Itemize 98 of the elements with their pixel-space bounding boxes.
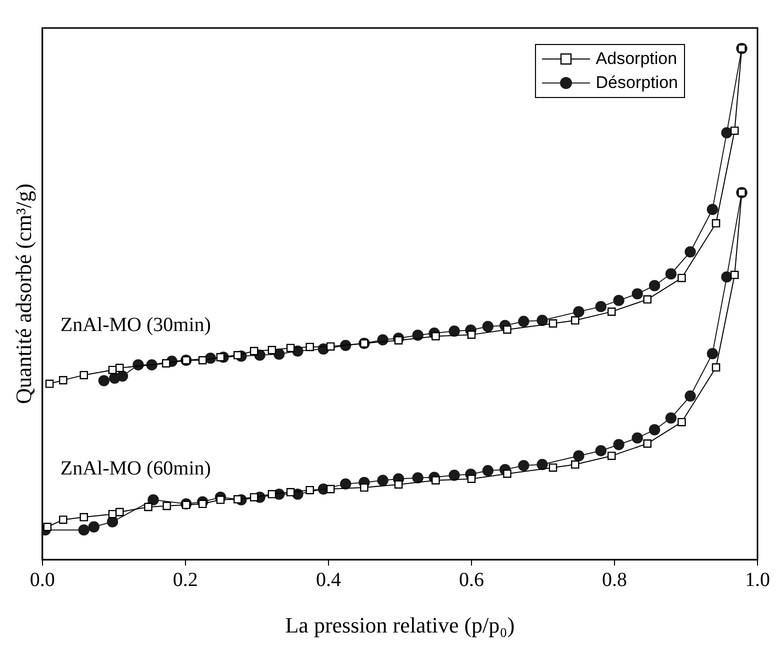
point bbox=[536, 314, 548, 326]
point bbox=[536, 458, 548, 470]
point bbox=[607, 308, 616, 316]
point bbox=[432, 332, 440, 340]
point bbox=[59, 516, 68, 524]
point bbox=[412, 330, 424, 341]
point bbox=[665, 268, 677, 280]
point bbox=[632, 288, 643, 300]
point bbox=[326, 342, 335, 351]
point bbox=[340, 478, 352, 490]
point bbox=[448, 470, 460, 481]
point bbox=[482, 320, 494, 332]
point bbox=[182, 500, 190, 510]
point bbox=[503, 325, 512, 334]
point bbox=[43, 522, 52, 532]
point bbox=[233, 351, 242, 360]
x-tick-label: 0.6 bbox=[458, 568, 484, 591]
point bbox=[216, 353, 225, 362]
x-tick-label: 0.0 bbox=[30, 568, 55, 591]
point bbox=[665, 412, 677, 424]
point bbox=[467, 474, 476, 483]
point bbox=[286, 344, 295, 352]
point bbox=[595, 445, 606, 456]
point bbox=[571, 316, 580, 325]
point bbox=[573, 450, 584, 462]
point bbox=[730, 270, 739, 280]
point bbox=[148, 494, 159, 506]
point bbox=[233, 495, 242, 504]
point bbox=[360, 483, 368, 492]
point bbox=[59, 376, 68, 384]
point bbox=[684, 246, 696, 258]
point bbox=[115, 364, 124, 372]
legend-label: Adsorption bbox=[596, 49, 678, 69]
point bbox=[377, 474, 388, 486]
point bbox=[80, 513, 88, 522]
point bbox=[684, 390, 696, 402]
point bbox=[198, 356, 207, 364]
point bbox=[518, 460, 530, 472]
point bbox=[250, 346, 258, 356]
point bbox=[78, 524, 90, 536]
point bbox=[115, 508, 124, 516]
x-axis-title: La pression relative (p/p₀) bbox=[285, 612, 515, 638]
x-tick-label: 0.8 bbox=[602, 568, 627, 591]
point bbox=[80, 370, 88, 380]
point bbox=[518, 316, 530, 327]
point bbox=[648, 424, 660, 436]
point bbox=[712, 363, 720, 372]
point bbox=[595, 300, 606, 312]
x-tick-label: 0.2 bbox=[172, 568, 198, 591]
point bbox=[162, 502, 171, 510]
point bbox=[613, 294, 624, 306]
point bbox=[286, 488, 295, 496]
x-tick-label: 0.4 bbox=[316, 568, 341, 591]
point bbox=[712, 219, 720, 228]
point bbox=[467, 330, 476, 339]
x-tick-label: 1.0 bbox=[745, 568, 770, 591]
point bbox=[721, 127, 732, 138]
point bbox=[412, 472, 424, 484]
point bbox=[432, 476, 440, 485]
point bbox=[571, 460, 580, 469]
point bbox=[648, 280, 660, 292]
point bbox=[706, 348, 718, 360]
point bbox=[394, 480, 403, 489]
point bbox=[306, 486, 314, 494]
point bbox=[448, 326, 460, 337]
annotation: ZnAl-MO (30min) bbox=[60, 314, 211, 336]
point bbox=[503, 470, 512, 478]
point bbox=[607, 452, 616, 460]
point bbox=[613, 438, 624, 450]
point bbox=[548, 463, 558, 472]
legend-label: Désorption bbox=[596, 73, 678, 93]
point bbox=[198, 500, 207, 508]
point bbox=[88, 521, 100, 532]
point bbox=[394, 336, 403, 344]
point bbox=[643, 439, 652, 448]
point bbox=[632, 432, 643, 444]
point bbox=[643, 295, 652, 304]
y-axis-title: Quantité adsorbé (cm³/g) bbox=[10, 184, 36, 404]
point bbox=[326, 484, 335, 494]
point bbox=[678, 418, 686, 426]
point bbox=[482, 465, 494, 476]
point bbox=[268, 346, 276, 354]
point bbox=[216, 496, 225, 504]
point bbox=[268, 490, 276, 498]
point bbox=[162, 359, 170, 368]
point bbox=[144, 502, 152, 512]
point bbox=[706, 204, 718, 216]
point bbox=[306, 342, 314, 352]
point bbox=[250, 493, 258, 502]
point bbox=[678, 274, 686, 282]
point bbox=[573, 306, 584, 318]
point bbox=[45, 380, 54, 388]
point bbox=[98, 375, 110, 386]
point bbox=[730, 126, 739, 135]
point bbox=[548, 319, 558, 328]
point bbox=[116, 370, 128, 382]
point bbox=[721, 271, 732, 283]
annotation: ZnAl-MO (60min) bbox=[60, 457, 211, 480]
